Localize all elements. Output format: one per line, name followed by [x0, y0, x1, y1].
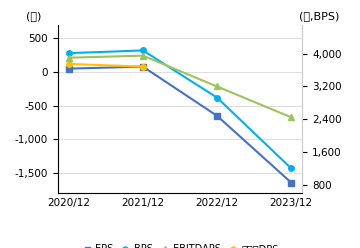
BPS	[215, 96, 219, 99]
Text: (원): (원)	[26, 11, 41, 21]
EBITDAPS	[215, 85, 219, 88]
BPS	[289, 167, 293, 170]
BPS	[67, 52, 71, 55]
Text: (원,BPS): (원,BPS)	[299, 11, 339, 21]
Line: BPS: BPS	[66, 48, 294, 171]
EPS	[141, 65, 145, 68]
EPS	[289, 181, 293, 184]
Line: 보통주DPS: 보통주DPS	[66, 61, 146, 69]
Line: EBITDAPS: EBITDAPS	[65, 52, 295, 121]
Line: EPS: EPS	[66, 64, 294, 186]
EPS	[67, 67, 71, 70]
보통주DPS	[141, 65, 145, 68]
EBITDAPS	[289, 116, 293, 119]
Legend: EPS, BPS, EBITDAPS, 보통주DPS: EPS, BPS, EBITDAPS, 보통주DPS	[77, 241, 283, 248]
EPS	[215, 114, 219, 117]
BPS	[141, 49, 145, 52]
EBITDAPS	[67, 56, 71, 59]
보통주DPS	[67, 62, 71, 65]
EBITDAPS	[141, 54, 145, 57]
